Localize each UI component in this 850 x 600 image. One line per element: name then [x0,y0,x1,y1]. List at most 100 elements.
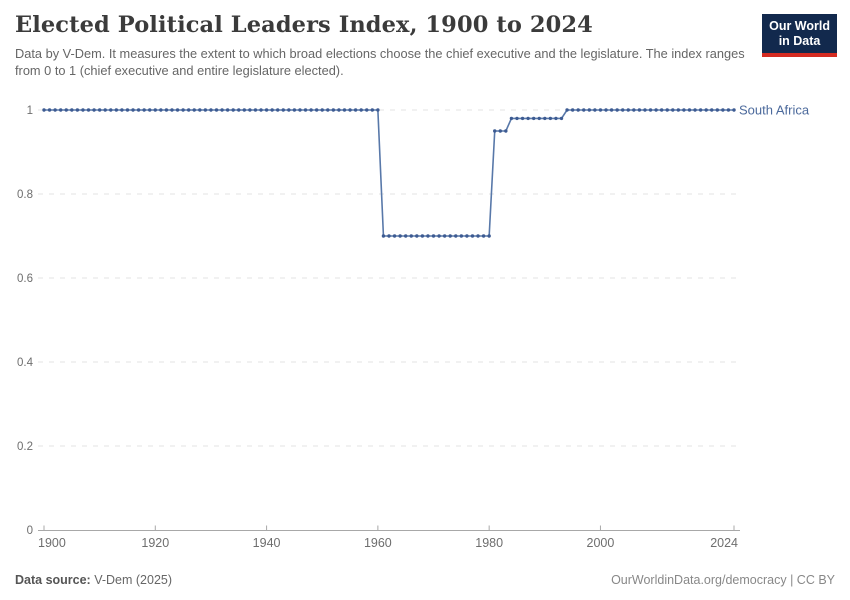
data-point [587,108,592,112]
data-point [131,108,135,112]
data-point [543,116,547,121]
data-point [537,116,541,121]
data-point [81,108,85,112]
chart-subtitle: Data by V-Dem. It measures the extent to… [15,46,745,79]
data-point [326,108,330,112]
data-point [476,234,480,238]
data-point [186,108,191,112]
data-point [570,108,575,112]
data-point [593,108,597,112]
data-point [225,108,230,112]
data-point [659,108,664,112]
data-point [437,234,441,238]
data-point [142,108,146,112]
data-point [298,108,302,112]
data-point [220,108,224,112]
data-point [710,108,714,112]
data-point [159,108,163,112]
data-source-label: Data source: [15,573,91,587]
data-point [214,108,219,112]
data-point [109,108,113,112]
data-point [192,108,196,112]
data-point [398,234,402,238]
data-point [671,108,675,112]
data-point [320,108,324,112]
data-point [621,108,625,112]
data-point [303,108,308,112]
data-point [86,108,91,112]
x-axis-tick-label: 1920 [141,536,169,550]
data-point [97,108,102,112]
data-point [198,108,202,112]
data-point [470,234,475,238]
data-point [704,108,708,112]
data-point [120,108,124,112]
y-axis-tick-label: 0 [27,525,33,537]
data-point [75,108,80,112]
data-point [531,116,536,121]
data-point [721,108,725,112]
y-axis-tick-label: 0.2 [17,441,33,453]
data-point [648,108,653,112]
x-axis-tick-label: 1940 [253,536,281,550]
data-point [498,129,502,133]
data-point [203,108,208,112]
data-point [47,108,52,112]
data-point [598,108,603,112]
data-point [504,129,508,133]
data-point [582,108,586,112]
credit-line: OurWorldinData.org/democracy | CC BY [611,573,835,587]
x-axis-tick-label: 1900 [38,536,66,550]
data-point [526,116,530,121]
x-axis-tick-label: 2000 [587,536,615,550]
data-source: Data source: V-Dem (2025) [15,573,172,587]
data-point [548,116,553,121]
data-point [554,116,558,121]
data-point [237,108,241,112]
data-point [431,234,436,238]
data-source-value: V-Dem (2025) [90,573,173,587]
data-point [465,234,469,238]
data-point [487,234,491,238]
chart-header: Elected Political Leaders Index, 1900 to… [15,12,835,80]
data-point [148,108,152,112]
data-point [732,108,736,112]
data-point [70,108,74,112]
data-line [44,109,734,237]
data-point [376,108,380,112]
y-axis-tick-label: 0.8 [17,189,33,201]
data-point [615,108,619,112]
data-point [331,108,336,112]
data-point [231,108,235,112]
data-point [314,108,319,112]
data-point [287,108,291,112]
data-point [626,108,630,112]
data-point [353,108,358,112]
data-point [270,108,274,112]
data-point [359,108,363,112]
data-point [103,108,107,112]
data-point [515,116,519,121]
data-point [576,108,580,112]
owid-logo-line2: in Data [778,33,821,48]
data-point [259,108,263,112]
data-point [164,108,169,112]
data-point [442,234,447,238]
data-point [604,108,608,112]
data-point [609,108,614,112]
data-point [242,108,247,112]
data-point [420,234,425,238]
data-point [559,116,564,121]
data-point [682,108,686,112]
data-point [114,108,119,112]
data-point [248,108,252,112]
data-point [264,108,269,112]
data-point [715,108,720,112]
data-point [448,234,452,238]
data-point [637,108,642,112]
data-point [687,108,692,112]
data-point [136,108,141,112]
data-point [370,108,375,112]
y-axis-tick-label: 0.6 [17,273,33,285]
